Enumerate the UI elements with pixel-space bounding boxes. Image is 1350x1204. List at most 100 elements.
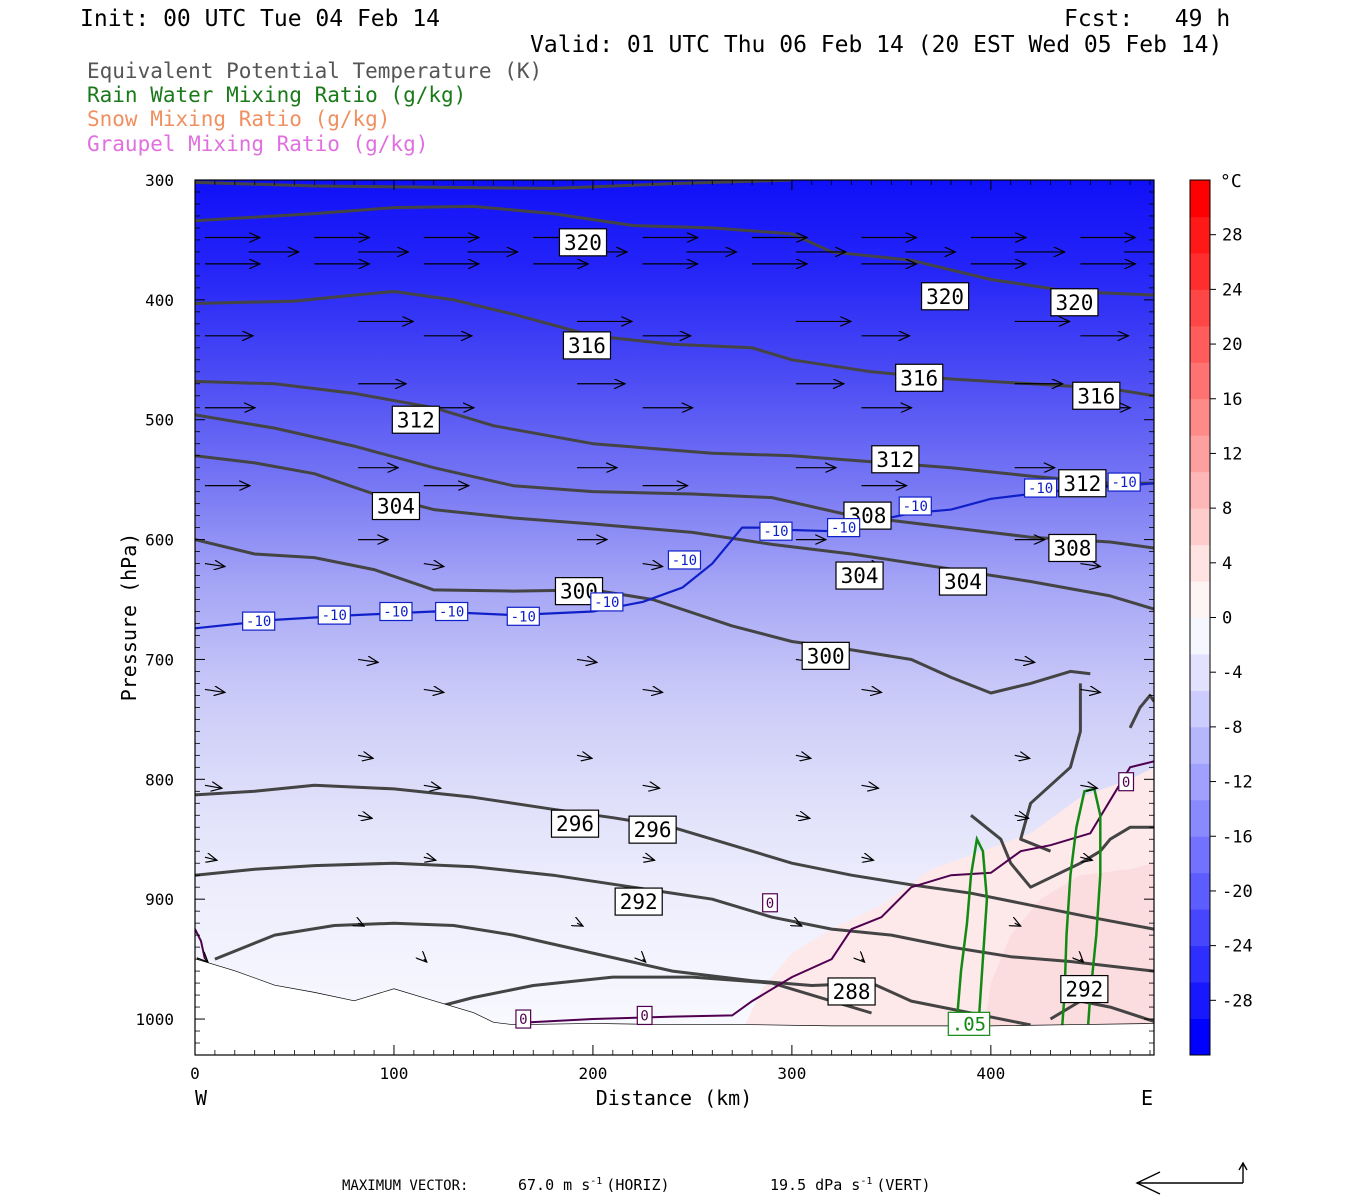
theta-e-label-text: 316 bbox=[900, 366, 938, 390]
colorbar-swatch bbox=[1190, 216, 1210, 254]
isotherm-zero bbox=[523, 760, 1154, 1024]
x-tick-label: 0 bbox=[190, 1064, 200, 1083]
colorbar-swatch bbox=[1190, 1018, 1210, 1056]
wind-vector bbox=[642, 564, 663, 567]
colorbar: 28 24 20 16 12 8 4 0 -4 -8 -12 -16 -20 -24 -28 bbox=[1189, 179, 1253, 1056]
theta-e-label-text: 312 bbox=[397, 408, 435, 432]
colorbar-swatch bbox=[1190, 726, 1210, 764]
vert-exp: -1 bbox=[860, 1176, 872, 1187]
theta-e-label: 296 bbox=[628, 815, 677, 844]
theta-e-contour bbox=[970, 814, 1154, 889]
wind-vector bbox=[358, 755, 373, 758]
isotherm-label: -10 bbox=[898, 496, 932, 516]
theta-e-label-box bbox=[1050, 288, 1099, 317]
y-tick-label: 500 bbox=[145, 411, 174, 430]
isotherm-label-box bbox=[826, 518, 861, 538]
colorbar-tick-label: 24 bbox=[1222, 280, 1242, 300]
theta-e-label: 292 bbox=[1060, 974, 1109, 1004]
colorbar-tick-label: 28 bbox=[1222, 226, 1242, 246]
colorbar-swatch bbox=[1190, 289, 1210, 327]
x-tick-label: 200 bbox=[578, 1064, 607, 1083]
wind-vector bbox=[1014, 815, 1029, 818]
theta-e-label: 320 bbox=[920, 282, 970, 311]
isotherm-label-box bbox=[435, 601, 469, 622]
isotherm-label-text: -10 bbox=[383, 605, 408, 621]
theta-e-label-box bbox=[558, 228, 608, 257]
isotherm-label-box bbox=[506, 606, 540, 626]
isotherm-label-text: -10 bbox=[763, 524, 788, 540]
theta-e-contour bbox=[195, 861, 1154, 973]
wind-vector bbox=[576, 659, 597, 662]
isotherm-label: 0 bbox=[636, 1005, 653, 1026]
colorbar-tick-label: -4 bbox=[1222, 663, 1242, 683]
colorbar-swatch bbox=[1190, 690, 1210, 728]
theta-e-label-text: 288 bbox=[833, 980, 871, 1004]
legend-rain: Rain Water Mixing Ratio (g/kg) bbox=[87, 83, 466, 107]
y-tick-label: 900 bbox=[145, 890, 174, 909]
y-tick-label: 300 bbox=[145, 171, 174, 190]
colorbar-swatch bbox=[1190, 581, 1210, 618]
isotherm-label-box bbox=[898, 496, 932, 516]
wind-vector bbox=[204, 564, 225, 567]
theta-e-label-text: 296 bbox=[556, 812, 594, 836]
theta-e-contour bbox=[195, 454, 1154, 611]
isotherm-label-text: -10 bbox=[672, 553, 697, 569]
theta-e-label-text: 320 bbox=[1055, 291, 1093, 315]
theta-e-label: 316 bbox=[562, 331, 612, 360]
wind-vector bbox=[1015, 923, 1021, 926]
isotherm-label-text: -10 bbox=[831, 521, 856, 537]
theta-e-label-text: 308 bbox=[1053, 537, 1091, 561]
theta-e-label: 304 bbox=[835, 561, 884, 590]
theta-e-label-box bbox=[371, 491, 421, 521]
theta-e-label-box bbox=[562, 331, 612, 360]
isotherm-label-text: 0 bbox=[1122, 775, 1130, 791]
colorbar-tick-label: -8 bbox=[1222, 718, 1242, 738]
isotherm-label-box bbox=[379, 601, 413, 622]
isotherm-label-text: 0 bbox=[640, 1008, 648, 1024]
rain-label-box bbox=[947, 1011, 991, 1036]
isotherm-label-box bbox=[636, 1005, 653, 1026]
isotherm-label-box bbox=[667, 550, 702, 570]
isotherm-label-text: -10 bbox=[594, 595, 619, 611]
theta-e-label-text: 304 bbox=[377, 495, 415, 519]
wind-vector bbox=[423, 857, 436, 860]
wind-vector bbox=[577, 923, 583, 926]
colorbar-swatch bbox=[1190, 471, 1210, 509]
isotherm-label-text: 0 bbox=[766, 896, 774, 912]
theta-e-label: 288 bbox=[827, 977, 876, 1006]
theta-e-label-text: 312 bbox=[876, 448, 914, 472]
theta-e-label-text: 292 bbox=[1065, 978, 1103, 1002]
legend-graupel: Graupel Mixing Ratio (g/kg) bbox=[87, 132, 428, 156]
isotherm-label-text: -10 bbox=[322, 608, 347, 624]
theta-e-label-text: 304 bbox=[841, 564, 879, 588]
theta-e-label: 300 bbox=[801, 641, 850, 670]
x-tick-label: 100 bbox=[380, 1064, 409, 1083]
theta-e-label-box bbox=[843, 501, 892, 530]
theta-e-label-text: 292 bbox=[620, 890, 658, 914]
svg-text:67.0 m s-1(HORIZ): 67.0 m s-1 (HORIZ) bbox=[518, 1176, 670, 1194]
theta-e-label: 308 bbox=[1048, 533, 1097, 563]
y-tick-label: 700 bbox=[145, 650, 174, 669]
theta-e-contour bbox=[1128, 693, 1154, 729]
theta-e-label-box bbox=[1048, 533, 1097, 563]
isotherm-label-box bbox=[1023, 478, 1058, 498]
plot-frame bbox=[194, 179, 1155, 1056]
colorbar-tick-label: 16 bbox=[1222, 390, 1242, 410]
theta-e-label: 320 bbox=[1050, 288, 1099, 317]
west-label: W bbox=[195, 1086, 208, 1110]
theta-e-label-text: 316 bbox=[568, 334, 606, 358]
y-tick-label: 400 bbox=[145, 291, 174, 310]
theta-e-label-text: 296 bbox=[634, 818, 672, 842]
theta-e-label-text: 316 bbox=[1077, 384, 1115, 408]
isotherm-label-text: -10 bbox=[511, 609, 536, 625]
theta-e-label-text: 304 bbox=[944, 570, 982, 594]
max-vector-arrow bbox=[1135, 1161, 1248, 1195]
colorbar-swatch bbox=[1190, 836, 1210, 874]
valid-time: Valid: 01 UTC Thu 06 Feb 14 (20 EST Wed … bbox=[530, 32, 1222, 58]
colorbar-tick-label: 4 bbox=[1222, 554, 1232, 574]
wind-vector bbox=[358, 659, 378, 662]
isotherm-label: 0 bbox=[762, 893, 778, 913]
theta-e-label: 320 bbox=[558, 228, 608, 257]
